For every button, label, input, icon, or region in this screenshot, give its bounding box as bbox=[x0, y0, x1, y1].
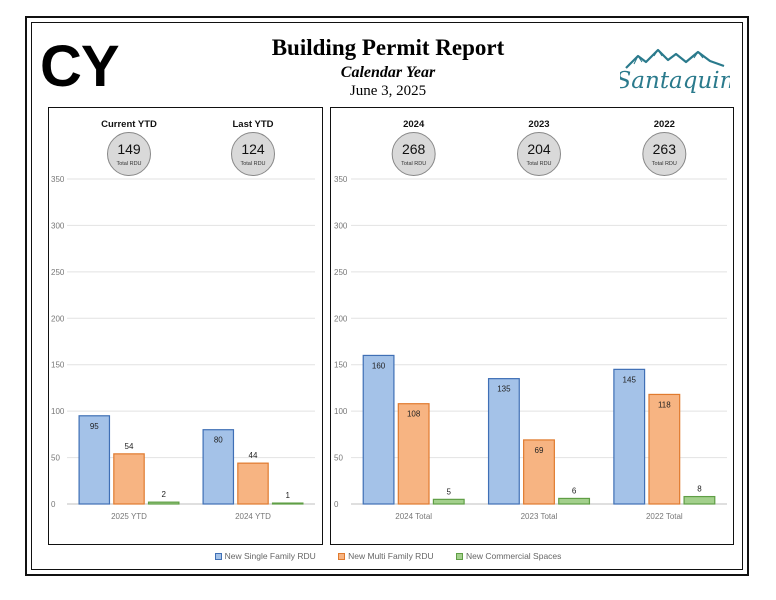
legend-label-commercial: New Commercial Spaces bbox=[465, 551, 562, 561]
total-rdu-caption: Total RDU bbox=[526, 161, 551, 167]
y-tick-label: 0 bbox=[334, 500, 339, 509]
total-rdu-circle bbox=[231, 132, 275, 176]
legend-swatch-single-family bbox=[214, 553, 222, 560]
y-tick-label: 50 bbox=[334, 454, 343, 463]
total-rdu-caption: Total RDU bbox=[116, 161, 141, 167]
y-tick-label: 150 bbox=[51, 361, 65, 370]
y-tick-label: 250 bbox=[51, 268, 65, 277]
total-rdu-circle bbox=[391, 132, 436, 176]
data-label-commercial-2024-total: 5 bbox=[447, 487, 452, 496]
data-label-multi-family-2024-ytd: 44 bbox=[249, 451, 258, 460]
x-tick-label-2024-ytd: 2024 YTD bbox=[235, 512, 271, 521]
inner-border bbox=[31, 22, 743, 570]
y-tick-label: 350 bbox=[51, 175, 65, 184]
ytd-bar-chart: 0 50 100 150 200 250 300 350 Current YTD 149 Total… bbox=[51, 119, 315, 521]
x-tick-label-2022-total: 2022 Total bbox=[646, 512, 683, 521]
total-rdu-value: 124 bbox=[241, 141, 265, 157]
data-label-single-family-2025-ytd: 95 bbox=[90, 422, 99, 431]
legend-label-single-family: New Single Family RDU bbox=[224, 551, 316, 561]
bar-single-family-2024-total bbox=[362, 354, 395, 505]
data-label-multi-family-2023-total: 69 bbox=[535, 446, 544, 455]
group-header-2022: 2022 bbox=[654, 119, 675, 130]
x-tick-label-2023-total: 2023 Total bbox=[521, 512, 558, 521]
y-tick-label: 200 bbox=[334, 314, 348, 323]
data-label-single-family-2023-total: 135 bbox=[497, 385, 511, 394]
data-label-commercial-2024-ytd: 1 bbox=[285, 491, 290, 500]
logo-mountains bbox=[625, 48, 725, 69]
annual-bar-chart: 0 50 100 150 200 250 300 350 2024 268 Total RDU 160… bbox=[334, 119, 727, 521]
chart-legend: New Single Family RDU New Multi Family R… bbox=[0, 551, 776, 561]
total-rdu-value: 263 bbox=[653, 141, 677, 157]
page-subtitle: Calendar Year bbox=[340, 64, 436, 81]
report-date: June 3, 2025 bbox=[349, 83, 427, 99]
data-label-commercial-2022-total: 8 bbox=[697, 485, 702, 494]
ytd-chart-panel: 0 50 100 150 200 250 300 350 Current YTD 149 Total… bbox=[48, 107, 323, 545]
y-tick-label: 300 bbox=[51, 221, 65, 230]
bar-commercial-2023-total bbox=[558, 497, 591, 505]
total-rdu-value: 268 bbox=[402, 141, 426, 157]
group-header-2024: 2024 bbox=[403, 119, 425, 130]
bar-multi-family-2024-ytd bbox=[237, 462, 269, 505]
total-rdu-caption: Total RDU bbox=[652, 161, 677, 167]
annual-chart-panel: 0 50 100 150 200 250 300 350 2024 268 Total RDU 160… bbox=[330, 107, 734, 545]
bar-single-family-2025-ytd bbox=[78, 415, 111, 505]
data-label-multi-family-2022-total: 118 bbox=[658, 400, 671, 409]
bar-commercial-2024-total bbox=[432, 498, 465, 505]
total-rdu-circle bbox=[642, 132, 687, 176]
bar-commercial-2024-ytd bbox=[271, 502, 304, 505]
legend-item-single-family: New Single Family RDU bbox=[214, 551, 316, 561]
total-rdu-value: 204 bbox=[527, 141, 551, 157]
total-rdu-value: 149 bbox=[117, 141, 141, 157]
legend-swatch-commercial bbox=[455, 553, 463, 560]
y-tick-label: 250 bbox=[334, 268, 348, 277]
legend-swatch-multi-family bbox=[338, 553, 346, 560]
santaquin-logo: Santaquin bbox=[616, 48, 734, 104]
bar-commercial-2025-ytd bbox=[147, 501, 180, 505]
total-rdu-circle bbox=[107, 132, 151, 176]
data-label-commercial-2023-total: 6 bbox=[572, 486, 577, 495]
bar-multi-family-2022-total bbox=[648, 393, 681, 505]
outer-border bbox=[25, 16, 749, 576]
y-tick-label: 100 bbox=[51, 407, 65, 416]
data-label-multi-family-2025-ytd: 54 bbox=[125, 442, 134, 451]
x-tick-label-2024-total: 2024 Total bbox=[395, 512, 432, 521]
group-header-2023: 2023 bbox=[528, 119, 549, 130]
bar-multi-family-2025-ytd bbox=[113, 453, 145, 505]
legend-item-commercial: New Commercial Spaces bbox=[455, 551, 562, 561]
y-tick-label: 0 bbox=[51, 500, 56, 509]
data-label-single-family-2022-total: 145 bbox=[623, 375, 637, 384]
y-tick-label: 50 bbox=[51, 454, 60, 463]
data-label-single-family-2024-ytd: 80 bbox=[214, 436, 223, 445]
total-rdu-caption: Total RDU bbox=[240, 161, 265, 167]
logo-text: Santaquin bbox=[620, 68, 730, 94]
bar-multi-family-2024-total bbox=[397, 403, 430, 505]
y-tick-label: 300 bbox=[334, 221, 348, 230]
y-tick-label: 100 bbox=[334, 407, 348, 416]
data-label-multi-family-2024-total: 108 bbox=[407, 410, 421, 419]
bar-single-family-2024-ytd bbox=[202, 429, 235, 505]
total-rdu-caption: Total RDU bbox=[401, 161, 426, 167]
calendar-year-badge: CY bbox=[40, 34, 120, 99]
bar-single-family-2022-total bbox=[613, 368, 646, 505]
total-rdu-circle bbox=[517, 132, 561, 176]
page-title: Building Permit Report bbox=[271, 35, 505, 60]
legend-item-multi-family: New Multi Family RDU bbox=[338, 551, 434, 561]
group-header-last-ytd: Last YTD bbox=[232, 119, 273, 130]
group-header-current-ytd: Current YTD bbox=[101, 119, 157, 130]
bar-commercial-2022-total bbox=[683, 495, 716, 505]
y-tick-label: 350 bbox=[334, 175, 348, 184]
legend-label-multi-family: New Multi Family RDU bbox=[348, 551, 434, 561]
y-tick-label: 200 bbox=[51, 314, 65, 323]
bar-multi-family-2023-total bbox=[523, 439, 555, 505]
data-label-single-family-2024-total: 160 bbox=[372, 361, 386, 370]
bar-single-family-2023-total bbox=[487, 378, 520, 505]
x-tick-label-2025-ytd: 2025 YTD bbox=[111, 512, 147, 521]
y-tick-label: 150 bbox=[334, 361, 348, 370]
data-label-commercial-2025-ytd: 2 bbox=[161, 490, 166, 499]
